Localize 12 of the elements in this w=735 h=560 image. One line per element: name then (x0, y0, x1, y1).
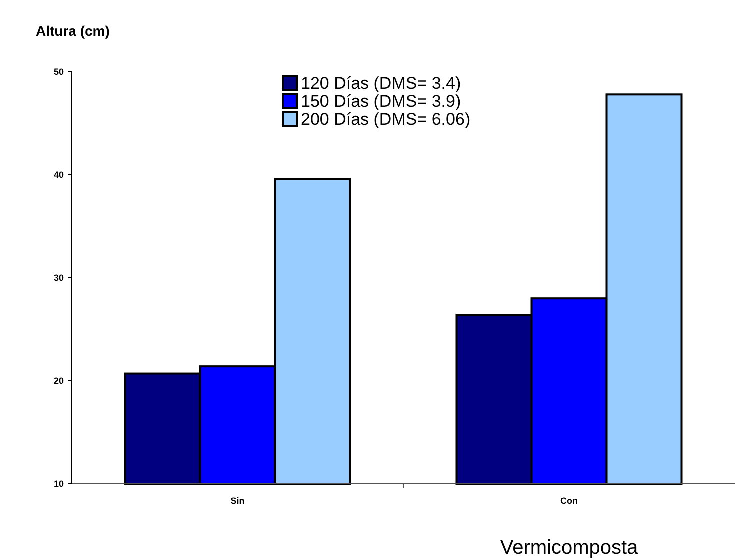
y-tick-label: 10 (54, 479, 64, 489)
y-tick-label: 30 (54, 273, 64, 283)
legend-label: 200 Días (DMS= 6.06) (301, 110, 471, 129)
y-tick-label: 40 (54, 170, 64, 180)
x-tick-label: Con (560, 496, 578, 506)
x-axis-title: Vermicomposta (500, 537, 640, 559)
chart-title: Altura (cm) (36, 23, 110, 39)
x-tick-label: Sin (230, 496, 245, 506)
legend-label: 150 Días (DMS= 3.9) (301, 92, 462, 111)
y-tick-label: 20 (54, 376, 64, 386)
legend-label: 120 Días (DMS= 3.4) (301, 74, 462, 93)
y-tick-label: 50 (54, 67, 64, 77)
